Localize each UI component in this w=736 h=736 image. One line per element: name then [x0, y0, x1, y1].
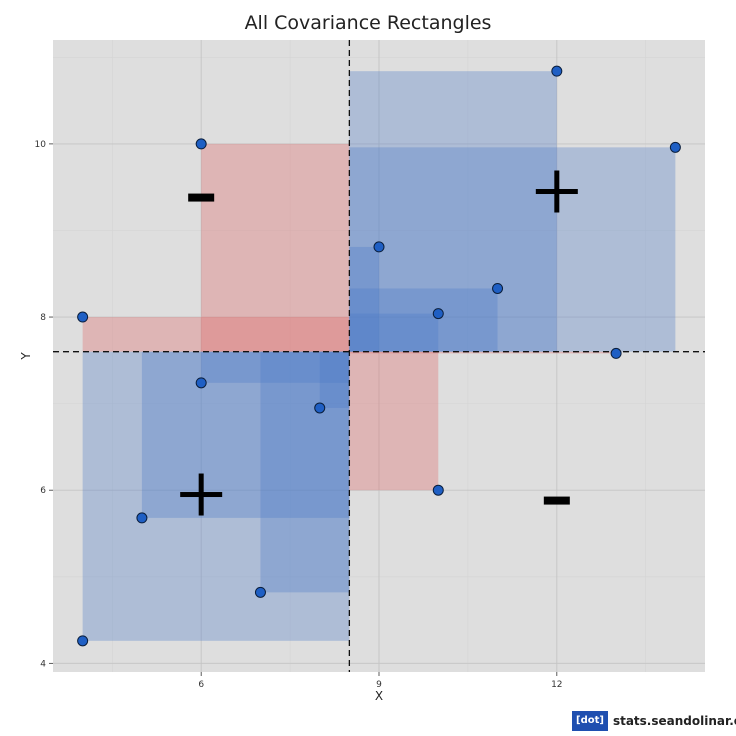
- positive-covariance-rectangle: [349, 246, 379, 352]
- x-axis-label: X: [375, 689, 383, 703]
- positive-covariance-rectangle: [141, 351, 350, 518]
- data-point: [195, 377, 207, 389]
- plus-sign-icon: [198, 473, 204, 516]
- plus-sign-icon: [554, 170, 560, 213]
- positive-covariance-rectangle: [319, 351, 350, 408]
- x-tick-label: 9: [376, 680, 382, 690]
- y-tick-label: 6: [40, 486, 46, 496]
- data-point: [314, 402, 326, 414]
- data-point: [136, 512, 148, 524]
- x-tick-label: 6: [198, 680, 204, 690]
- brand-badge: [dot]: [572, 711, 608, 731]
- quadrant-signs: [180, 170, 578, 516]
- covariance-rectangles: [82, 71, 676, 641]
- data-point: [669, 141, 681, 153]
- positive-covariance-rectangle: [201, 351, 350, 383]
- minus-sign-icon: [188, 193, 215, 202]
- data-point: [432, 308, 444, 320]
- data-point: [77, 635, 89, 647]
- data-point: [195, 138, 207, 150]
- brand-site-text: stats.seandolinar.com: [612, 714, 736, 728]
- positive-covariance-rectangle: [349, 71, 557, 352]
- mean-lines: [53, 40, 705, 672]
- data-point: [610, 347, 622, 359]
- negative-covariance-rectangle: [201, 143, 350, 352]
- data-point: [432, 484, 444, 496]
- positive-covariance-rectangle: [349, 313, 439, 352]
- axes: 6 9 12 4 6 8 10 X Y: [19, 140, 563, 703]
- data-point: [373, 241, 385, 253]
- chart-title: All Covariance Rectangles: [244, 12, 492, 34]
- data-points: [77, 65, 681, 647]
- negative-covariance-rectangle: [349, 351, 439, 491]
- y-tick-label: 8: [40, 313, 46, 323]
- plot-panel: [53, 40, 705, 672]
- y-tick-label: 10: [35, 140, 47, 150]
- site-branding: [dot] stats.seandolinar.com: [572, 710, 736, 732]
- data-point: [551, 65, 563, 77]
- data-point: [492, 282, 504, 294]
- x-tick-label: 12: [551, 680, 562, 690]
- negative-covariance-rectangle: [349, 351, 617, 354]
- minus-sign-icon: [543, 496, 570, 505]
- data-point: [254, 586, 266, 598]
- y-tick-label: 4: [40, 659, 46, 669]
- positive-covariance-rectangle: [349, 288, 498, 352]
- positive-covariance-rectangle: [260, 351, 350, 593]
- y-axis-label: Y: [19, 352, 33, 361]
- data-point: [77, 311, 89, 323]
- negative-covariance-rectangle: [82, 317, 350, 352]
- positive-covariance-rectangle: [349, 147, 676, 352]
